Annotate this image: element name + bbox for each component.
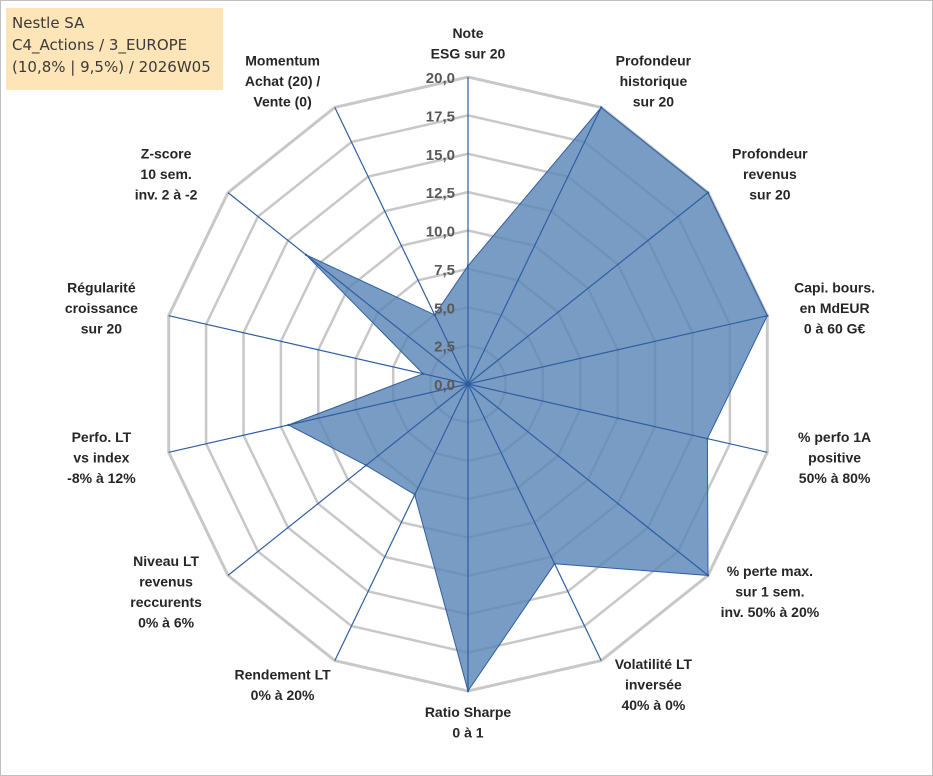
tick-label: 20,0 [426,70,455,87]
radar-axis-labels: Note ESG sur 20 Profondeur historique sur 20… [65,25,875,741]
axis-label: Profondeur historique sur 20 [616,52,692,109]
axis-label: Momentum Achat (20) / Vente (0) [245,52,321,109]
axis-label: Volatilité LT inversée 40% à 0% [615,656,693,713]
spoke [334,383,469,661]
axis-label: Régularité croissance sur 20 [65,280,138,337]
tick-label: 10,0 [426,224,455,241]
spoke [467,383,768,453]
axis-label: Note ESG sur 20 [431,25,506,62]
tick-label: 15,0 [426,147,455,164]
spoke [334,107,469,385]
axis-label: Capi. bours. en MdEUR 0 à 60 G€ [794,280,875,337]
info-box: Nestle SA C4_Actions / 3_EUROPE (10,8% |… [6,8,223,90]
spoke [467,192,709,385]
axis-label: % perfo 1A positive 50% à 80% [798,429,871,486]
tick-label: 17,5 [426,108,455,125]
axis-label: Perfo. LT vs index -8% à 12% [67,429,136,486]
performance-week: (10,8% | 9,5%) / 2026W05 [12,58,211,76]
company-name: Nestle SA [12,14,85,32]
radar-tick-labels: 0,0 2,5 5,0 7,5 10,0 12,5 15,0 17,5 20,0 [426,70,455,394]
tick-label: 7,5 [434,262,455,279]
spoke [467,383,709,576]
axis-label: Profondeur revenus sur 20 [732,145,808,202]
spoke [467,107,602,385]
spoke [467,315,768,385]
tick-label: 5,0 [434,300,455,317]
tick-label: 12,5 [426,185,455,202]
spoke [168,315,469,385]
radar-series [287,106,769,693]
radar-spokes [168,77,768,691]
tick-label: 0,0 [434,377,455,394]
axis-label: % perte max. sur 1 sem. inv. 50% à 20% [721,563,820,620]
spoke [467,383,602,661]
fund-category: C4_Actions / 3_EUROPE [12,36,188,54]
axis-label: Rendement LT 0% à 20% [234,666,331,703]
tick-label: 2,5 [434,339,455,356]
axis-label: Z-score 10 sem. inv. 2 à -2 [135,145,198,202]
spoke [227,383,469,576]
axis-label: Niveau LT revenus reccurents 0% à 6% [130,553,202,631]
axis-label: Ratio Sharpe 0 à 1 [425,704,512,741]
spoke [168,383,469,453]
series-area [287,106,768,693]
spoke [227,192,469,385]
